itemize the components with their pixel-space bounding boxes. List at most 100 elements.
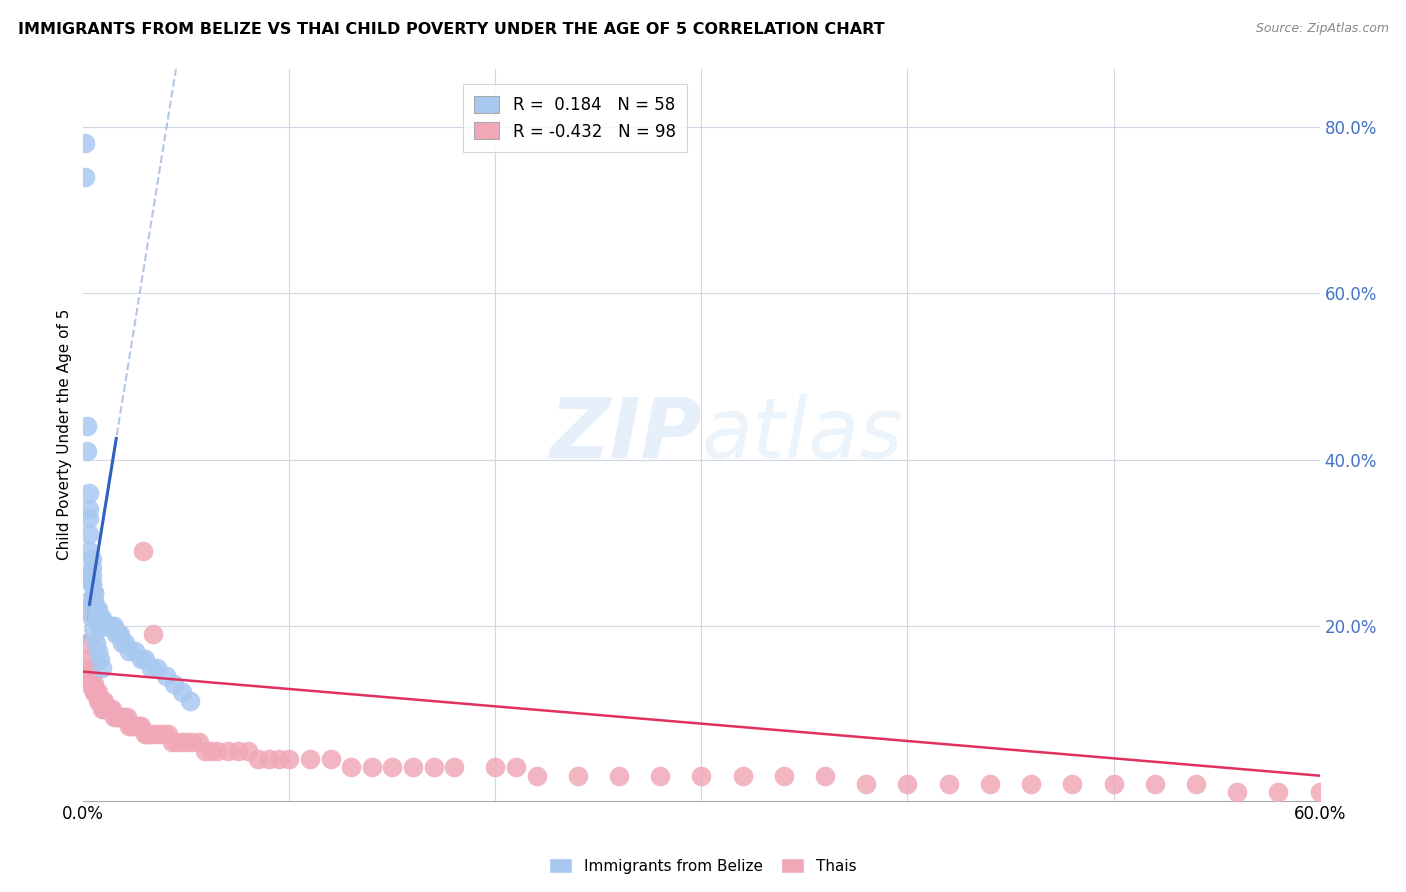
Point — [155, 669, 177, 683]
Point — [117, 719, 139, 733]
Point — [145, 727, 167, 741]
Point — [83, 585, 105, 599]
Point — [172, 685, 194, 699]
Point — [146, 660, 169, 674]
Point — [117, 644, 139, 658]
Point — [136, 727, 159, 741]
Text: ZIP: ZIP — [548, 394, 702, 475]
Point — [80, 560, 103, 574]
Point — [1309, 785, 1331, 799]
Point — [1350, 785, 1372, 799]
Point — [1267, 785, 1289, 799]
Point — [156, 727, 179, 741]
Point — [160, 735, 183, 749]
Point — [124, 644, 146, 658]
Point — [83, 685, 105, 699]
Point — [129, 719, 152, 733]
Point — [855, 777, 877, 791]
Point — [125, 719, 148, 733]
Point — [1019, 777, 1042, 791]
Point — [79, 485, 101, 500]
Point — [84, 610, 107, 624]
Point — [422, 760, 444, 774]
Point — [141, 660, 163, 674]
Point — [814, 769, 837, 783]
Point — [1102, 777, 1125, 791]
Point — [141, 727, 163, 741]
Point — [90, 610, 112, 624]
Point — [128, 719, 150, 733]
Point — [93, 619, 115, 633]
Point — [80, 577, 103, 591]
Legend: Immigrants from Belize, Thais: Immigrants from Belize, Thais — [543, 852, 863, 880]
Point — [84, 602, 107, 616]
Point — [938, 777, 960, 791]
Point — [79, 677, 101, 691]
Point — [172, 735, 194, 749]
Point — [79, 502, 101, 516]
Point — [896, 777, 918, 791]
Point — [84, 635, 107, 649]
Point — [83, 585, 105, 599]
Point — [89, 694, 111, 708]
Point — [79, 527, 101, 541]
Point — [979, 777, 1001, 791]
Point — [93, 694, 115, 708]
Point — [110, 627, 132, 641]
Point — [505, 760, 527, 774]
Point — [83, 677, 105, 691]
Point — [298, 752, 321, 766]
Point — [124, 719, 146, 733]
Point — [129, 652, 152, 666]
Point — [89, 610, 111, 624]
Point — [319, 752, 342, 766]
Point — [194, 744, 217, 758]
Point — [101, 619, 124, 633]
Point — [94, 619, 117, 633]
Point — [97, 702, 120, 716]
Point — [103, 710, 125, 724]
Point — [138, 727, 160, 741]
Point — [79, 660, 101, 674]
Point — [75, 169, 97, 184]
Point — [80, 669, 103, 683]
Point — [83, 602, 105, 616]
Point — [105, 627, 128, 641]
Point — [134, 652, 156, 666]
Point — [101, 702, 124, 716]
Point — [90, 702, 112, 716]
Point — [86, 610, 108, 624]
Point — [93, 619, 115, 633]
Point — [80, 569, 103, 583]
Point — [111, 635, 134, 649]
Point — [607, 769, 630, 783]
Point — [187, 735, 209, 749]
Point — [79, 594, 101, 608]
Point — [484, 760, 506, 774]
Point — [226, 744, 249, 758]
Point — [181, 735, 204, 749]
Point — [148, 727, 170, 741]
Point — [79, 669, 101, 683]
Point — [110, 710, 132, 724]
Point — [247, 752, 270, 766]
Point — [86, 610, 108, 624]
Point — [93, 702, 115, 716]
Point — [340, 760, 363, 774]
Point — [79, 510, 101, 524]
Point — [75, 136, 97, 151]
Point — [89, 619, 111, 633]
Point — [115, 710, 138, 724]
Point — [217, 744, 239, 758]
Point — [80, 552, 103, 566]
Point — [76, 444, 98, 458]
Point — [1226, 785, 1249, 799]
Point — [134, 727, 156, 741]
Point — [80, 610, 103, 624]
Point — [90, 660, 112, 674]
Point — [142, 627, 165, 641]
Point — [773, 769, 796, 783]
Y-axis label: Child Poverty Under the Age of 5: Child Poverty Under the Age of 5 — [58, 309, 72, 560]
Point — [75, 602, 97, 616]
Point — [86, 685, 108, 699]
